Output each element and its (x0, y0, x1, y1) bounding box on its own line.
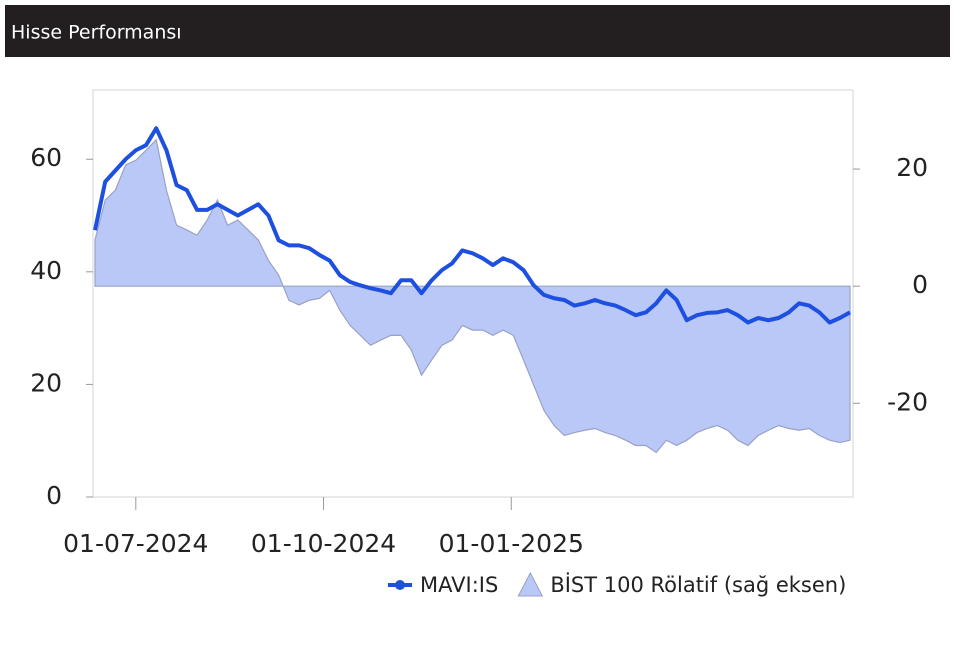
chart-title: Hisse Performansı (11, 22, 182, 44)
legend-swatch (395, 580, 405, 590)
y2-tick-label: 0 (912, 270, 928, 299)
y2-tick-label: 20 (896, 153, 928, 182)
y-tick-label: 0 (46, 481, 62, 510)
y-tick-label: 60 (30, 143, 62, 172)
area (94, 138, 851, 454)
legend-swatch (517, 571, 544, 597)
x-tick-label: 01-07-2024 (63, 529, 208, 558)
header-bar (5, 5, 950, 57)
plot-frame (92, 89, 854, 498)
x-tick-label: 01-01-2025 (439, 529, 584, 558)
x-tick-label: 01-10-2024 (251, 529, 396, 558)
line (93, 126, 851, 325)
y-tick-label: 40 (30, 256, 62, 285)
legend-label: MAVI:IS (420, 573, 498, 597)
y-tick-label: 20 (30, 368, 62, 397)
legend-label: BİST 100 Rölatif (sağ eksen) (550, 572, 846, 597)
y2-tick-label: -20 (887, 387, 928, 416)
